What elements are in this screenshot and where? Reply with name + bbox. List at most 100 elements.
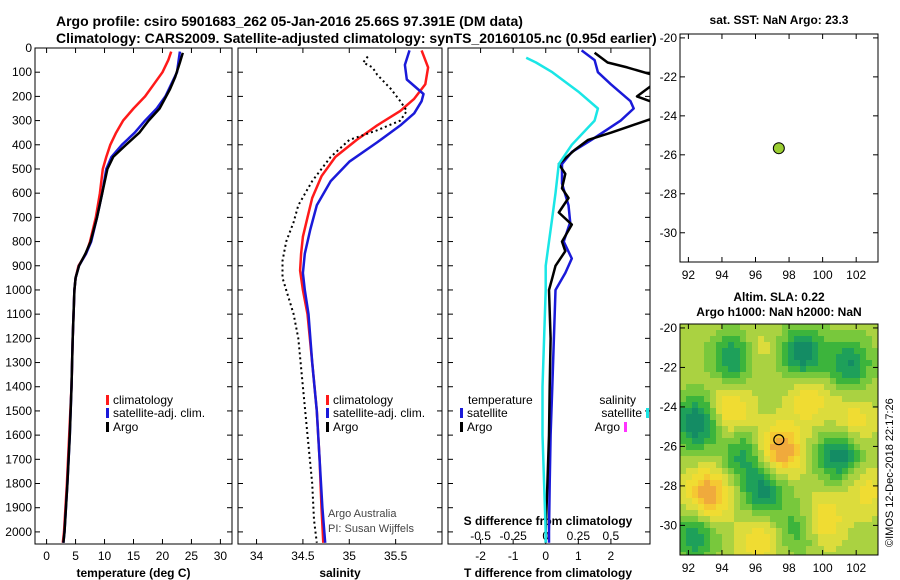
heatmap-cell — [806, 390, 812, 396]
legend-label: Argo — [113, 420, 139, 434]
heatmap-cell — [848, 522, 854, 528]
heatmap-cell — [830, 444, 836, 450]
heatmap-cell — [866, 492, 872, 498]
heatmap-cell — [698, 492, 704, 498]
heatmap-cell — [842, 546, 848, 552]
heatmap-cell — [716, 480, 722, 486]
heatmap-cell — [842, 516, 848, 522]
heatmap-cell — [770, 546, 776, 552]
heatmap-cell — [800, 528, 806, 534]
heatmap-cell — [872, 492, 878, 498]
heatmap-cell — [788, 444, 794, 450]
heatmap-cell — [836, 492, 842, 498]
heatmap-cell — [824, 522, 830, 528]
heatmap-cell — [824, 516, 830, 522]
heatmap-cell — [830, 408, 836, 414]
x-tick-label: 0 — [542, 549, 549, 563]
heatmap-cell — [716, 384, 722, 390]
heatmap-cell — [788, 450, 794, 456]
heatmap-cell — [716, 324, 722, 330]
heatmap-cell — [692, 408, 698, 414]
heatmap-cell — [830, 504, 836, 510]
heatmap-cell — [740, 480, 746, 486]
heatmap-cell — [860, 426, 866, 432]
heatmap-cell — [722, 342, 728, 348]
heatmap-cell — [866, 366, 872, 372]
heatmap-cell — [740, 396, 746, 402]
heatmap-cell — [746, 492, 752, 498]
x-tick-label: 102 — [846, 561, 866, 575]
heatmap-cell — [698, 354, 704, 360]
heatmap-cell — [704, 516, 710, 522]
heatmap-cell — [728, 444, 734, 450]
heatmap-cell — [806, 378, 812, 384]
heatmap-cell — [824, 408, 830, 414]
heatmap-cell — [698, 474, 704, 480]
heatmap-cell — [740, 540, 746, 546]
heatmap-cell — [818, 372, 824, 378]
heatmap-cell — [818, 360, 824, 366]
heatmap-cell — [764, 360, 770, 366]
heatmap-cell — [680, 540, 686, 546]
heatmap-cell — [722, 348, 728, 354]
heatmap-cell — [824, 366, 830, 372]
heatmap-cell — [692, 498, 698, 504]
heatmap-cell — [770, 396, 776, 402]
series-line-argo — [281, 55, 408, 543]
heatmap-cell — [860, 378, 866, 384]
heatmap-cell — [722, 354, 728, 360]
heatmap-cell — [764, 480, 770, 486]
heatmap-cell — [872, 426, 878, 432]
heatmap-cell — [710, 450, 716, 456]
heatmap-cell — [800, 330, 806, 336]
heatmap-cell — [704, 498, 710, 504]
heatmap-cell — [692, 384, 698, 390]
heatmap-cell — [794, 528, 800, 534]
heatmap-cell — [746, 546, 752, 552]
heatmap-cell — [824, 504, 830, 510]
heatmap-cell — [866, 414, 872, 420]
heatmap-cell — [698, 378, 704, 384]
heatmap-cell — [698, 468, 704, 474]
heatmap-cell — [824, 432, 830, 438]
heatmap-cell — [770, 378, 776, 384]
heatmap-cell — [752, 540, 758, 546]
heatmap-cell — [788, 438, 794, 444]
x-tick-label: -0.25 — [499, 529, 527, 543]
heatmap-cell — [740, 450, 746, 456]
heatmap-cell — [686, 348, 692, 354]
heatmap-cell — [770, 534, 776, 540]
heatmap-cell — [860, 372, 866, 378]
heatmap-cell — [860, 414, 866, 420]
y-tick-label: -26 — [660, 148, 678, 162]
heatmap-cell — [830, 432, 836, 438]
heatmap-cell — [752, 384, 758, 390]
heatmap-cell — [752, 366, 758, 372]
heatmap-cell — [704, 366, 710, 372]
heatmap-cell — [818, 540, 824, 546]
heatmap-cell — [836, 432, 842, 438]
x-tick-label: 0 — [43, 549, 50, 563]
heatmap-cell — [794, 498, 800, 504]
heatmap-cell — [854, 468, 860, 474]
heatmap-cell — [842, 552, 848, 555]
heatmap-cell — [872, 390, 878, 396]
heatmap-cell — [680, 336, 686, 342]
depth-tick-label: 1800 — [5, 477, 32, 491]
heatmap-cell — [710, 474, 716, 480]
heatmap-cell — [788, 534, 794, 540]
x-tick-label: 94 — [715, 561, 729, 575]
heatmap-cell — [680, 504, 686, 510]
heatmap-cell — [800, 354, 806, 360]
heatmap-cell — [752, 390, 758, 396]
heatmap-cell — [782, 360, 788, 366]
x-tick-label: 34 — [250, 549, 264, 563]
series-line-temperature-argo — [544, 51, 650, 543]
heatmap-cell — [800, 426, 806, 432]
heatmap-cell — [680, 510, 686, 516]
heatmap-cell — [728, 396, 734, 402]
heatmap-cell — [842, 498, 848, 504]
heatmap-cell — [824, 492, 830, 498]
depth-tick-label: 1000 — [5, 283, 32, 297]
heatmap-cell — [812, 480, 818, 486]
